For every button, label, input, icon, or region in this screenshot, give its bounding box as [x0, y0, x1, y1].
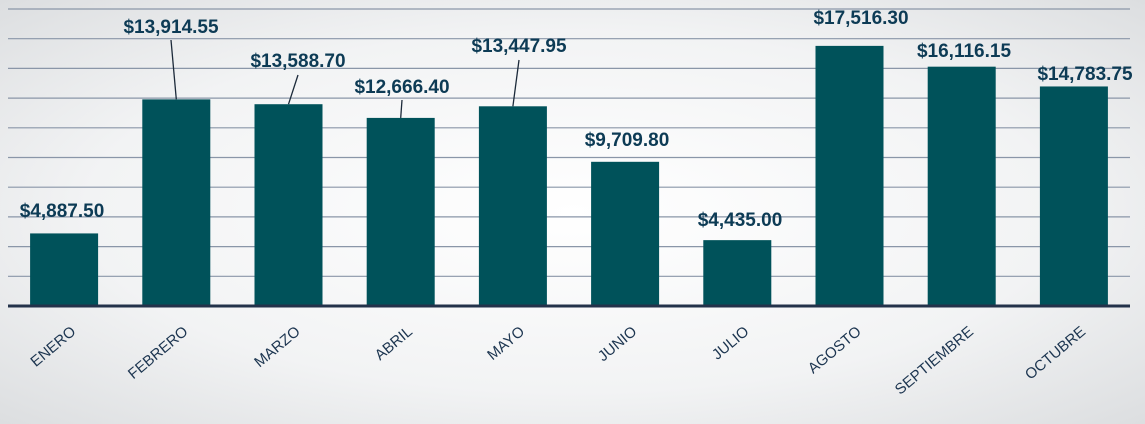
- value-label: $14,783.75: [1037, 64, 1133, 85]
- leader-line: [170, 39, 177, 100]
- bar: [927, 66, 996, 306]
- bar: [1039, 86, 1108, 307]
- x-tick-label: OCTUBRE: [1022, 323, 1089, 383]
- x-tick-label: FEBRERO: [125, 323, 191, 383]
- value-label: $16,116.15: [917, 41, 1011, 62]
- value-label: $13,588.70: [250, 51, 345, 72]
- leader-line: [512, 59, 520, 107]
- bar: [142, 99, 211, 307]
- x-tick-label: JUNIO: [595, 323, 640, 365]
- leader-line: [400, 99, 403, 118]
- x-tick-label: ABRIL: [372, 323, 416, 364]
- bar: [30, 233, 99, 306]
- bar: [591, 161, 660, 306]
- value-label: $12,666.40: [354, 77, 449, 98]
- bar: [366, 117, 435, 306]
- value-label: $13,447.95: [471, 36, 567, 57]
- x-tick-label: MARZO: [251, 323, 303, 371]
- value-label: $13,914.55: [123, 17, 219, 38]
- x-tick-label: SEPTIEMBRE: [892, 323, 977, 398]
- value-label: $4,887.50: [20, 201, 105, 222]
- value-label: $17,516.30: [813, 8, 908, 29]
- x-tick-label: JULIO: [709, 323, 752, 363]
- value-label: $4,435.00: [698, 210, 783, 231]
- x-tick-label: AGOSTO: [805, 323, 865, 377]
- bar: [254, 104, 323, 307]
- bar: [815, 45, 884, 307]
- x-tick-label: MAYO: [484, 323, 528, 364]
- leader-line: [287, 74, 299, 105]
- value-label: $9,709.80: [585, 130, 670, 151]
- x-tick-label: ENERO: [27, 323, 79, 370]
- bar: [478, 106, 547, 306]
- bar: [703, 240, 772, 306]
